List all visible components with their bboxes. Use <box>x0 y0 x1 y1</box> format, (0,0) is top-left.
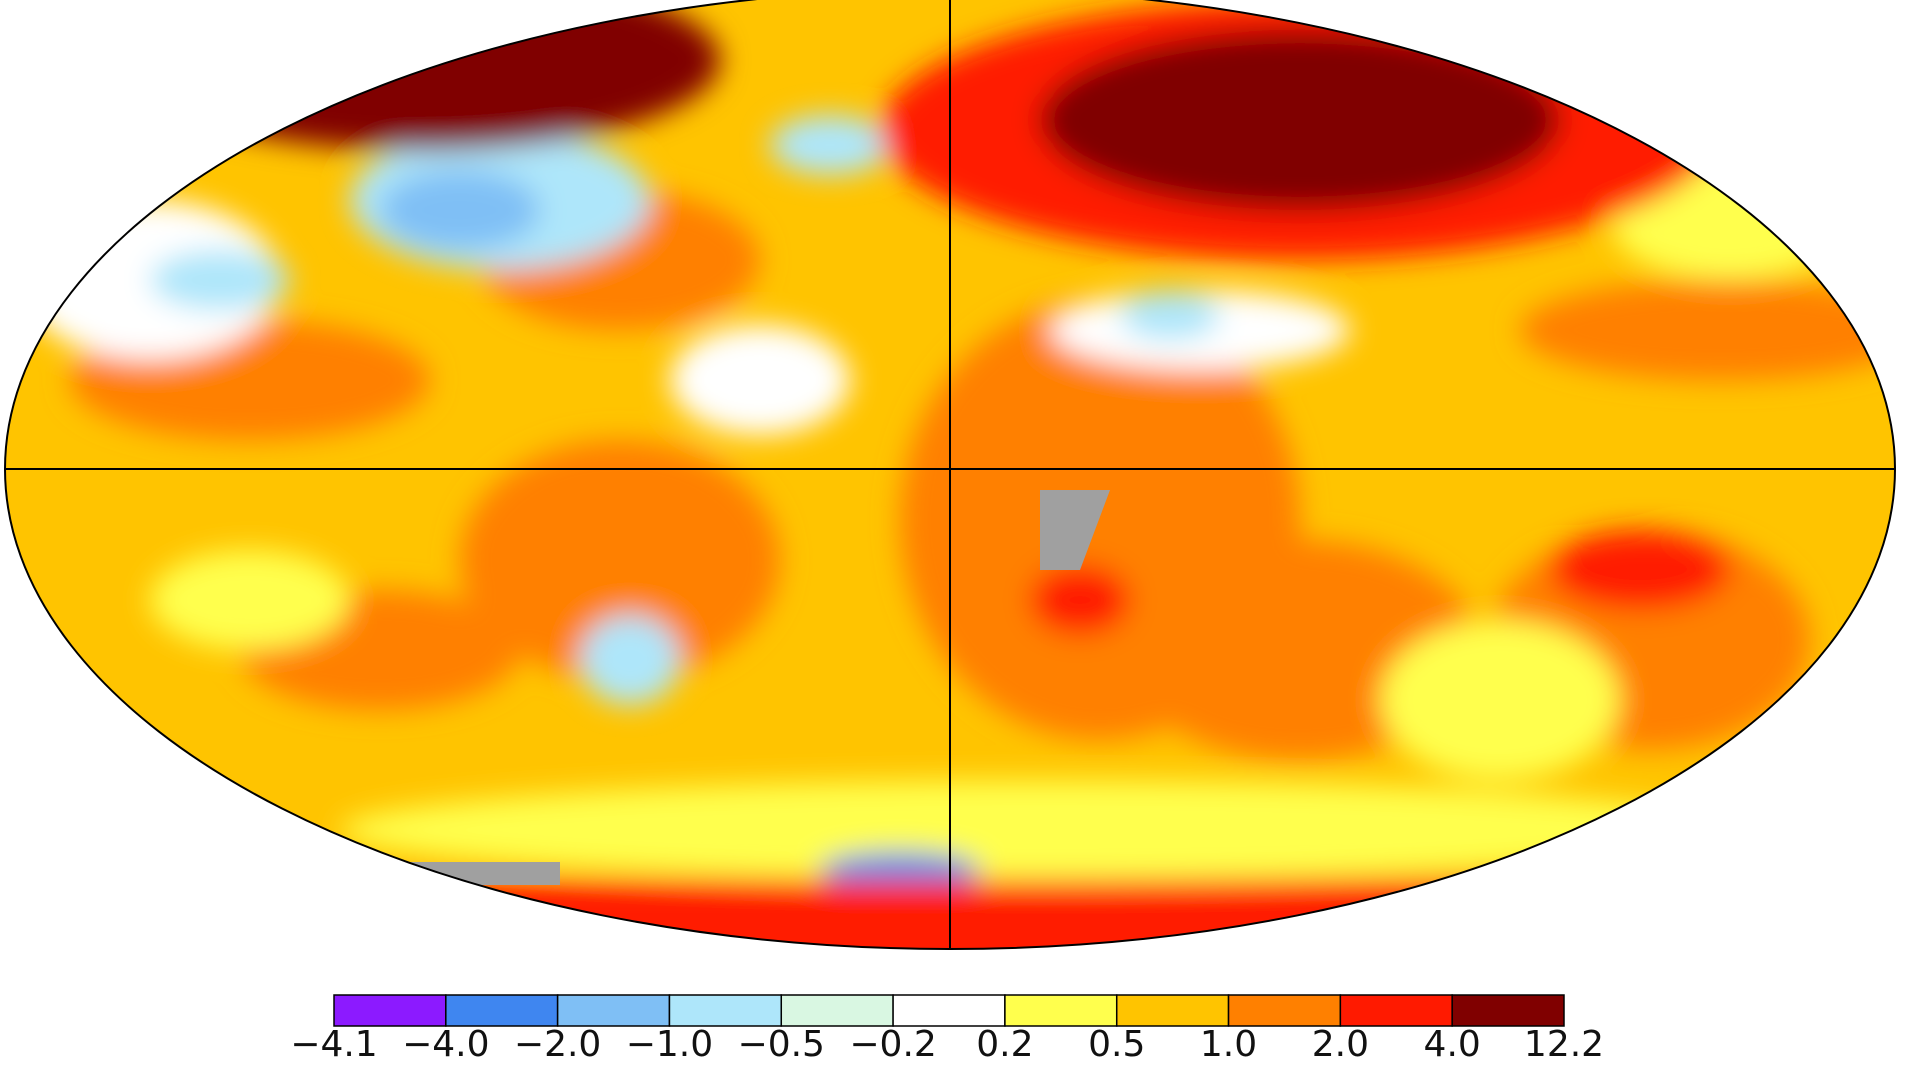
colorbar-tick-label: 12.2 <box>1524 1024 1604 1065</box>
anomaly-map <box>5 0 1895 949</box>
colorbar-bin <box>556 994 671 1027</box>
colorbar-tick-label: −1.0 <box>626 1024 713 1065</box>
colorbar-bin <box>1451 994 1565 1027</box>
colorbar-bin <box>1227 994 1342 1027</box>
colorbar-tick-label: −2.0 <box>514 1024 601 1065</box>
colorbar-bin <box>333 994 447 1027</box>
colorbar-bin <box>668 994 783 1027</box>
colorbar-bin <box>1004 994 1118 1027</box>
map-outline <box>4 0 1896 950</box>
colorbar-tick-label: 1.0 <box>1200 1024 1257 1065</box>
colorbar-tick-label: −4.1 <box>290 1024 377 1065</box>
colorbar-tick-label: 2.0 <box>1312 1024 1369 1065</box>
colorbar-bin <box>445 994 559 1027</box>
colorbar-tick-label: 0.5 <box>1088 1024 1145 1065</box>
colorbar-tick-label: 0.2 <box>976 1024 1033 1065</box>
colorbar-tick-label: −0.2 <box>849 1024 936 1065</box>
colorbar-bin <box>1115 994 1230 1027</box>
colorbar-tick-label: −4.0 <box>402 1024 489 1065</box>
colorbar-bin <box>892 994 1006 1027</box>
colorbar: −4.1 −4.0 −2.0 −1.0 −0.5 −0.2 0.2 0.5 1.0 2.0 4.0 1… <box>290 994 1604 1065</box>
colorbar-tick-label: −0.5 <box>738 1024 825 1065</box>
colorbar-tick-label: 4.0 <box>1424 1024 1481 1065</box>
colorbar-bin <box>1339 994 1453 1027</box>
colorbar-bin <box>780 994 894 1027</box>
